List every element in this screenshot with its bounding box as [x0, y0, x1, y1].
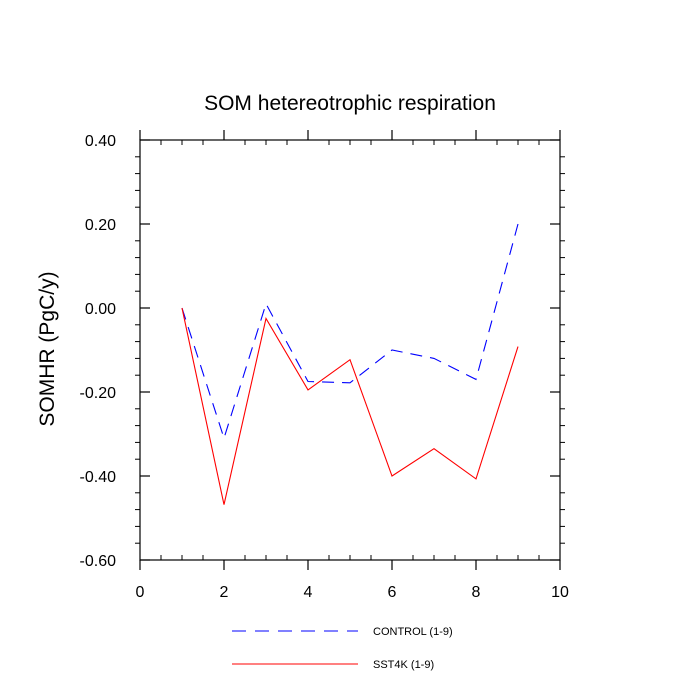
chart-title: SOM hetereotrophic respiration: [204, 92, 496, 115]
x-tick-label: 0: [136, 584, 145, 601]
y-tick-label: -0.60: [80, 553, 117, 570]
x-tick-label: 6: [388, 584, 397, 601]
series-line-2: [181, 307, 519, 505]
y-axis-label: SOMHR (PgC/y): [36, 271, 59, 426]
y-tick-label: 0.40: [85, 133, 116, 150]
x-tick-label: 8: [472, 584, 481, 601]
series-lines: [181, 223, 519, 505]
y-tick-label: 0.20: [85, 217, 116, 234]
x-tick-label: 4: [304, 584, 313, 601]
series-line-1: [181, 223, 519, 441]
x-tick-label: 10: [551, 584, 569, 601]
legend-label: CONTROL (1-9): [373, 626, 453, 638]
y-tick-label: -0.20: [80, 385, 117, 402]
axis-tick-labels: 0 2 4 6 8 10 -0.60 -0.40 -0.20 0.00 0.20 0.40: [80, 133, 569, 601]
plot-frame: [139, 139, 561, 561]
y-tick-label: 0.00: [85, 301, 116, 318]
y-tick-label: -0.40: [80, 469, 117, 486]
legend-label: SST4K (1-9): [373, 659, 434, 671]
legend: CONTROL (1-9) SST4K (1-9): [232, 626, 453, 671]
x-tick-label: 2: [220, 584, 229, 601]
axis-ticks: [135, 130, 565, 570]
